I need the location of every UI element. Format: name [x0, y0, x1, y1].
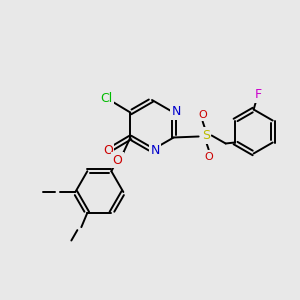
Text: O: O: [103, 144, 113, 157]
Text: S: S: [202, 129, 210, 142]
Text: N: N: [172, 105, 181, 118]
Text: Cl: Cl: [100, 92, 112, 105]
Text: O: O: [204, 152, 213, 161]
Text: F: F: [255, 88, 262, 101]
Text: O: O: [198, 110, 207, 119]
Text: O: O: [112, 154, 122, 166]
Text: N: N: [150, 145, 160, 158]
